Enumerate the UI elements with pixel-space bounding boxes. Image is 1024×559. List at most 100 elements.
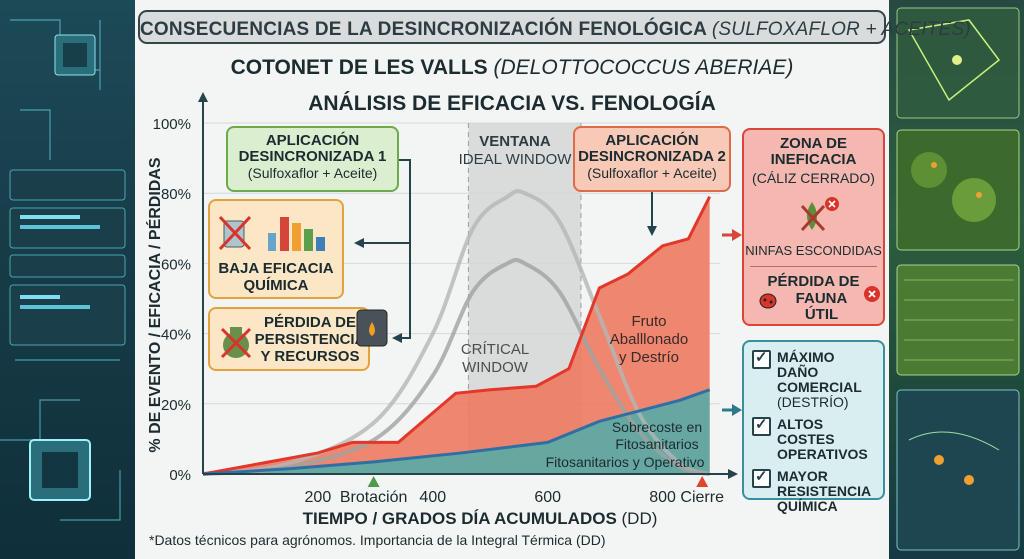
right-map-panel	[889, 0, 1024, 559]
x-tick-label: 600	[534, 489, 561, 506]
x-tick-label: 200	[305, 489, 332, 506]
y-tick-label: 40%	[161, 327, 191, 344]
y-axis-arrow	[198, 92, 208, 102]
label-fitosanitarios: Fitosanitarios	[615, 436, 699, 452]
banner-title-paren: (SULFOXAFLOR + ACEITES)	[711, 19, 971, 40]
y-axis-label: % DE EVENTO / EFICACIA / PÉRDIDAS	[147, 157, 164, 453]
header-banner: CONSECUENCIAS DE LA DESINCRONIZACIÓN FEN…	[138, 10, 971, 44]
check-3b: RESISTENCIA	[777, 483, 872, 499]
x-tick-label: 800	[649, 489, 676, 506]
app1-title-2: DESINCRONIZADA 1	[238, 148, 387, 165]
arrow-head	[732, 404, 742, 416]
arrow-head	[732, 229, 742, 241]
callout-application-1: APLICACIÓN DESINCRONIZADA 1 (Sulfoxaflor…	[226, 126, 399, 192]
app1-title-1: APLICACIÓN	[265, 132, 360, 149]
check-1b: COMERCIAL	[777, 379, 862, 395]
y-tick-label: 100%	[153, 116, 191, 133]
cost-area	[203, 389, 710, 474]
sprayer-bars-icon	[218, 215, 325, 251]
app2-title-1: APLICACIÓN	[605, 132, 699, 149]
label-ventana: VENTANA	[479, 133, 551, 150]
zone-divider	[750, 266, 877, 267]
left-circuit-panel	[0, 0, 135, 559]
y-tick-label: 80%	[161, 186, 191, 203]
banner-title-main: CONSECUENCIAS DE LA DESINCRONIZACIÓN FEN…	[140, 19, 707, 40]
y-tick-label: 60%	[161, 256, 191, 273]
zone-ninfas: NINFAS ESCONDIDAS	[745, 243, 882, 258]
zone-title-1: ZONA DE	[780, 135, 847, 152]
check-1a: MÁXIMO DAÑO	[777, 349, 835, 380]
check-3a: MAYOR	[777, 468, 828, 484]
x-tick-label: 400	[419, 489, 446, 506]
phenology-marker-label: Cierre	[680, 489, 724, 506]
app2-title-2: DESINCRONIZADA 2	[578, 148, 726, 165]
x-axis-label-unit: (DD)	[621, 509, 658, 528]
x-axis-label: TIEMPO / GRADOS DÍA ACUMULADOS (DD)	[200, 509, 760, 529]
callout-loss-resources: PÉRDIDA DE PERSISTENCIA Y RECURSOS	[208, 307, 370, 371]
phenology-marker-label: Brotación	[340, 489, 408, 506]
y-tick-label: 0%	[169, 467, 191, 484]
zone-fauna-1: PÉRDIDA DE	[767, 273, 860, 290]
callout-low-efficacy: BAJA EFICACIA QUÍMICA	[208, 199, 344, 299]
label-sobrecoste: Sobrecoste en	[611, 419, 703, 435]
ladybug-icon	[759, 293, 777, 309]
label-destrio: y Destrío	[618, 349, 679, 366]
y-tick-label: 20%	[161, 397, 191, 414]
field-map-illustration	[896, 7, 1020, 551]
footnote: *Datos técnicos para agrónomos. Importan…	[149, 532, 606, 548]
title-pest-scientific: (DELOTTOCOCCUS ABERIAE)	[493, 56, 794, 79]
loss-area	[203, 196, 710, 474]
app2-sub: (Sulfoxaflor + Aceite)	[587, 165, 717, 181]
arrow-head	[392, 333, 402, 343]
title-pest-common: COTONET DE LES VALLS	[230, 56, 488, 79]
arrow-app1-loss	[396, 243, 411, 339]
label-critical: CRÍTICAL	[460, 341, 530, 358]
label-ideal-window: IDEAL WINDOW	[458, 151, 572, 168]
chart-areas	[202, 123, 711, 476]
x-axis-arrow	[728, 469, 738, 479]
checkbox-icon	[752, 415, 771, 436]
money-bag-icon	[220, 327, 252, 359]
low-eff-line-1: BAJA EFICACIA	[218, 260, 334, 277]
loss-line	[202, 196, 711, 476]
low-eff-line-2: QUÍMICA	[243, 277, 309, 294]
callout-arrows	[354, 159, 742, 416]
zone-title-2: INEFICACIA	[770, 151, 857, 168]
error-icon	[864, 286, 880, 302]
check-1c: (DESTRÍO)	[777, 394, 849, 410]
x-axis-label-main: TIEMPO / GRADOS DÍA ACUMULADOS	[302, 509, 617, 528]
title-pest: COTONET DE LES VALLS (DELOTTOCOCCUS ABER…	[138, 56, 886, 80]
app1-sub: (Sulfoxaflor + Aceite)	[247, 165, 378, 181]
label-fito-operativo: Fitosanitarios y Operativo	[545, 454, 705, 470]
arrow-head	[354, 238, 364, 248]
label-aballonado: Aballlonado	[609, 331, 689, 348]
banner-title: CONSECUENCIAS DE LA DESINCRONIZACIÓN FEN…	[140, 19, 971, 41]
loss-line-3: Y RECURSOS	[260, 348, 360, 365]
critical-window-curve	[202, 257, 711, 476]
callout-ineffective-zone: ZONA DE INEFICACIA (CÁLIZ CERRADO) NINFA…	[742, 128, 885, 326]
label-fruto: Fruto	[631, 313, 667, 330]
zone-sub: (CÁLIZ CERRADO)	[752, 170, 875, 186]
closed-calyx-icon	[800, 197, 839, 232]
check-2b: OPERATIVOS	[777, 446, 868, 462]
zone-fauna-2: FAUNA ÚTIL	[795, 290, 848, 323]
checkbox-icon	[752, 467, 771, 488]
chart-axes: 0% 20% 40% 60% 80% 100% 200 400 600 800 Brotación C…	[153, 92, 738, 506]
arrow-app1-efficacy	[358, 159, 411, 244]
phenology-marker	[696, 476, 709, 487]
loss-line-1: PÉRDIDA DE	[264, 314, 356, 331]
check-3c: QUÍMICA	[777, 498, 838, 514]
title-analysis: ANÁLISIS DE EFICACIA VS. FENOLOGÍA	[308, 92, 716, 115]
phenology-marker	[367, 476, 380, 487]
checkbox-icon	[752, 348, 771, 369]
ideal-window-curve	[202, 188, 711, 476]
cost-line	[202, 388, 711, 476]
check-2a: ALTOS COSTES	[777, 416, 835, 447]
arrow-head	[647, 226, 657, 236]
loss-line-2: PERSISTENCIA	[254, 331, 366, 348]
circuit-board-illustration	[0, 19, 126, 521]
